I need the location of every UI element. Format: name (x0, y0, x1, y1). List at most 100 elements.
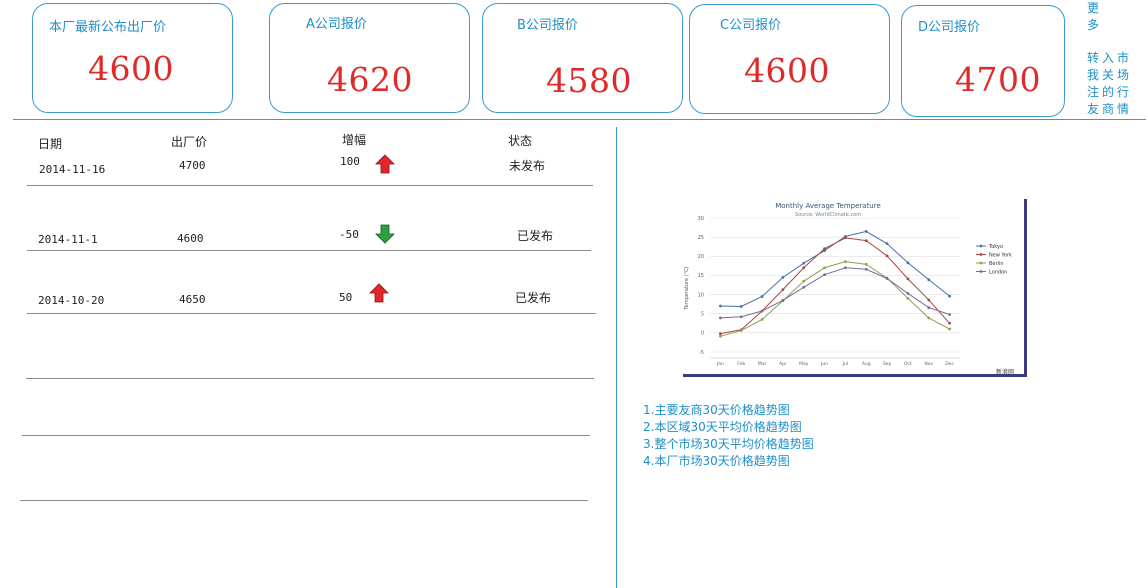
header-divider (13, 119, 1146, 120)
chart-data-point (739, 329, 743, 332)
chart-series-line (720, 261, 950, 337)
more-link-line-1: 更 (1087, 1, 1103, 15)
chart-data-point (823, 266, 826, 270)
own-price-label: 本厂最新公布出厂价 (49, 20, 167, 35)
row-price: 4650 (179, 293, 206, 306)
company-a-label: A公司报价 (306, 17, 367, 32)
chart-x-tick-label: Mar (758, 361, 767, 367)
chart-data-point (760, 318, 764, 321)
row-divider (22, 435, 590, 436)
followed-market-line-3: 注的行 (1087, 85, 1133, 99)
row-price: 4700 (179, 159, 206, 172)
company-b-value: 4580 (546, 61, 632, 100)
chart-data-point (864, 230, 868, 233)
chart-data-point (781, 298, 785, 302)
chart-y-tick-label: 0 (701, 331, 704, 337)
chart-data-point (948, 294, 951, 298)
chart-watermark: 新浪网 (996, 369, 1015, 376)
chart-data-point (864, 239, 868, 242)
down-arrow-icon (375, 224, 395, 244)
header-price: 出厂价 (171, 135, 208, 149)
chart-data-point (906, 277, 910, 281)
chart-x-tick-label: Apr (779, 361, 787, 367)
own-30day-trend-link[interactable]: 4.本厂市场30天价格趋势图 (643, 454, 790, 468)
chart-x-tick-label: Jan (716, 361, 724, 367)
chart-x-tick-label: Feb (737, 361, 745, 367)
chart-data-point (864, 267, 868, 271)
competitor-30day-trend-link[interactable]: 1.主要友商30天价格趋势图 (643, 403, 790, 417)
up-arrow-icon (375, 154, 395, 174)
chart-data-point (719, 304, 722, 308)
chart-x-tick-label: Nov (924, 361, 933, 367)
header-status: 状态 (508, 134, 533, 148)
chart-data-point (948, 327, 951, 331)
chart-legend-label: New York (989, 252, 1012, 258)
up-arrow-icon (369, 283, 389, 303)
chart-y-tick-label: 20 (698, 254, 704, 260)
chart-data-point (906, 297, 910, 300)
chart-data-point (844, 260, 847, 264)
chart-data-point (802, 261, 806, 265)
chart-legend-label: London (989, 269, 1007, 275)
chart-data-point (739, 305, 743, 308)
chart-legend-marker (979, 253, 983, 256)
chart-series-line (720, 267, 950, 319)
region-30day-trend-link[interactable]: 2.本区域30天平均价格趋势图 (643, 420, 802, 434)
chart-data-point (719, 332, 722, 336)
chart-legend-marker (979, 270, 983, 273)
chart-x-tick-label: May (799, 361, 809, 367)
chart-data-point (844, 266, 847, 270)
chart-x-tick-label: Sep (883, 361, 892, 367)
row-divider (27, 313, 596, 314)
chart-svg: Monthly Average Temperature Source: Worl… (684, 202, 1012, 367)
row-divider (26, 378, 594, 379)
row-change: 100 (340, 155, 360, 168)
row-date: 2014-10-20 (38, 294, 105, 307)
chart-y-tick-label: 25 (698, 235, 704, 241)
more-link-line-2: 多 (1087, 18, 1103, 32)
temperature-chart[interactable]: Monthly Average Temperature Source: Worl… (680, 196, 1024, 374)
row-divider (27, 250, 591, 251)
row-change: -50 (339, 228, 359, 241)
chart-legend-marker (979, 261, 983, 265)
followed-market-link[interactable]: 转入市 我关场 注的行 友商情 (1087, 50, 1132, 118)
center-divider (616, 127, 617, 588)
row-divider (20, 500, 588, 501)
chart-subtitle: Source: WorldClimate.com (795, 212, 861, 218)
chart-data-point (760, 309, 764, 313)
chart-series-line (720, 230, 950, 307)
more-link[interactable]: 更 多 (1087, 0, 1102, 34)
chart-data-point (739, 315, 743, 319)
chart-x-tick-label: Dec (945, 361, 954, 367)
chart-data-point (927, 298, 931, 302)
chart-data-point (885, 254, 889, 258)
chart-data-point (781, 275, 785, 279)
row-date: 2014-11-1 (38, 233, 98, 246)
chart-legend-label: Berlin (989, 261, 1004, 267)
chart-y-tick-label: 30 (698, 216, 704, 222)
company-a-price-card: A公司报价 4620 (269, 3, 470, 113)
followed-market-line-2: 我关场 (1087, 68, 1133, 82)
chart-data-point (885, 242, 889, 246)
chart-series-line (720, 237, 950, 335)
chart-x-tick-label: Jun (820, 361, 828, 367)
followed-market-line-4: 友商情 (1087, 102, 1133, 116)
row-divider (27, 185, 593, 186)
chart-legend-marker (979, 244, 983, 248)
chart-x-tick-label: Oct (904, 361, 912, 367)
chart-data-point (864, 262, 868, 266)
chart-data-point (844, 236, 847, 240)
chart-data-point (906, 292, 910, 295)
chart-data-point (927, 278, 931, 282)
chart-x-tick-label: Jul (842, 361, 848, 367)
chart-data-point (781, 288, 785, 291)
header-change: 增幅 (342, 133, 367, 147)
chart-y-axis-label: Temperature (°C) (684, 266, 690, 310)
company-d-value: 4700 (955, 60, 1041, 99)
chart-data-point (802, 279, 806, 283)
row-status: 已发布 (517, 229, 554, 243)
market-30day-trend-link[interactable]: 3.整个市场30天平均价格趋势图 (643, 437, 814, 451)
own-price-value: 4600 (88, 49, 174, 88)
row-change: 50 (339, 291, 353, 304)
company-c-price-card: C公司报价 4600 (689, 4, 890, 114)
